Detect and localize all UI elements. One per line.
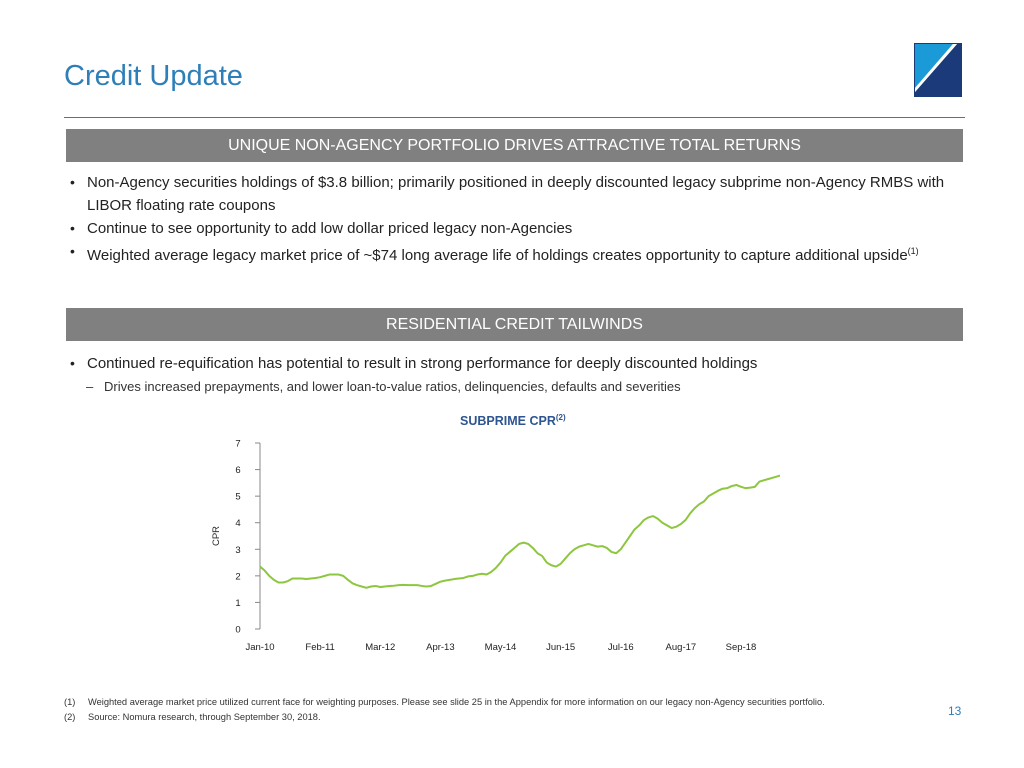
chart-title: SUBPRIME CPR(2) bbox=[460, 413, 566, 429]
section-heading-portfolio: UNIQUE NON-AGENCY PORTFOLIO DRIVES ATTRA… bbox=[66, 129, 963, 162]
bullet-icon: • bbox=[70, 243, 75, 259]
list-item: • Continue to see opportunity to add low … bbox=[70, 217, 965, 240]
bullet-icon: • bbox=[70, 174, 75, 190]
subprime-cpr-chart: 0 1 2 3 4 5 6 7 CPR Jan-10 Feb-11 Mar-12 Apr-13 May-1… bbox=[211, 439, 780, 653]
x-tick-label: Mar-12 bbox=[365, 642, 395, 653]
section-heading-tailwinds: RESIDENTIAL CREDIT TAILWINDS bbox=[66, 308, 963, 341]
x-tick-label: Aug-17 bbox=[666, 642, 697, 653]
x-tick-label: May-14 bbox=[485, 642, 517, 653]
y-tick-label: 1 bbox=[235, 598, 240, 609]
page-number: 13 bbox=[948, 704, 962, 718]
y-tick-label: 5 bbox=[235, 492, 240, 503]
footnote-ref: (1) bbox=[907, 246, 919, 256]
y-axis-label: CPR bbox=[211, 526, 222, 546]
x-tick-label: Feb-11 bbox=[305, 642, 334, 653]
y-tick-label: 4 bbox=[235, 518, 240, 529]
title-divider bbox=[64, 117, 965, 118]
footnotes: (1) Weighted average market price utilize… bbox=[64, 697, 944, 726]
footnote-1: (1) Weighted average market price utilize… bbox=[64, 697, 825, 707]
bullet-icon: • bbox=[70, 355, 75, 371]
list-item: • Weighted average legacy market price of… bbox=[70, 240, 965, 267]
x-tick-label: Sep-18 bbox=[726, 642, 757, 653]
sub-list-item: – Drives increased prepayments, and lower… bbox=[70, 375, 965, 399]
y-tick-label: 0 bbox=[235, 625, 240, 636]
x-tick-label: Jun-15 bbox=[546, 642, 575, 653]
portfolio-bullet-list: • Non-Agency securities holdings of $3.8 … bbox=[70, 171, 965, 267]
y-tick-label: 6 bbox=[235, 465, 240, 476]
series-line bbox=[259, 474, 780, 589]
tailwinds-bullet-list: • Continued re-equification has potential… bbox=[70, 352, 965, 399]
x-tick-label: Jul-16 bbox=[608, 642, 634, 653]
y-tick-label: 2 bbox=[235, 571, 240, 582]
page-title: Credit Update bbox=[64, 60, 243, 92]
y-tick-label: 3 bbox=[235, 545, 240, 556]
footnote-2: (2) Source: Nomura research, through Sept… bbox=[64, 711, 321, 722]
list-item: • Continued re-equification has potential… bbox=[70, 352, 965, 375]
x-tick-label: Jan-10 bbox=[245, 642, 274, 653]
company-logo-icon bbox=[914, 43, 962, 97]
list-item: • Non-Agency securities holdings of $3.8 … bbox=[70, 171, 965, 217]
bullet-icon: • bbox=[70, 220, 75, 236]
y-tick-label: 7 bbox=[235, 439, 240, 450]
dash-icon: – bbox=[86, 379, 94, 394]
x-tick-label: Apr-13 bbox=[426, 642, 455, 653]
